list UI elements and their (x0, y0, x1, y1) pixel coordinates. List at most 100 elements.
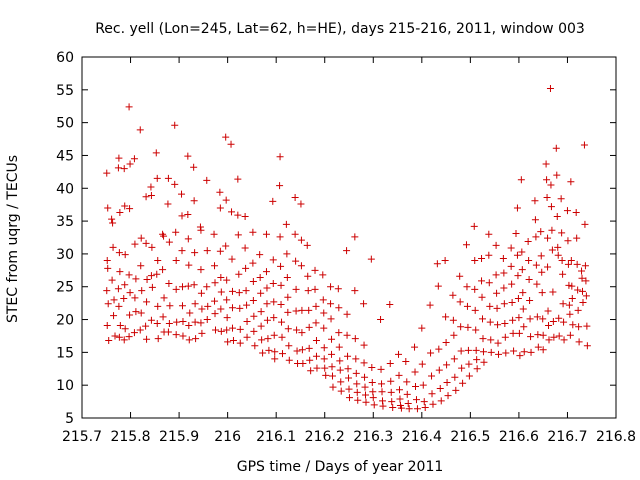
data-point (120, 336, 128, 344)
data-point (178, 247, 186, 255)
data-point (344, 352, 352, 360)
data-point (544, 307, 552, 315)
data-point (329, 383, 337, 391)
data-point (184, 235, 192, 243)
data-point (345, 385, 353, 393)
data-point (427, 349, 435, 357)
data-point (402, 358, 410, 366)
data-point (533, 280, 541, 288)
data-point (352, 369, 360, 377)
data-point (154, 302, 162, 310)
data-point (222, 133, 230, 141)
data-point (191, 249, 199, 257)
data-point (120, 165, 128, 173)
data-point (420, 398, 428, 406)
data-point (582, 277, 590, 285)
data-point (217, 288, 225, 296)
x-tick-label: 216.6 (499, 429, 539, 445)
data-point (137, 262, 145, 270)
data-point (495, 350, 503, 358)
data-point (311, 266, 319, 274)
data-point (442, 313, 450, 321)
data-point (458, 364, 466, 372)
data-point (513, 251, 521, 259)
data-point (203, 283, 211, 291)
data-point (464, 346, 472, 354)
data-point (137, 234, 145, 242)
data-point (147, 183, 155, 191)
x-tick-label: 216 (214, 429, 241, 445)
data-point (126, 289, 134, 297)
data-point (249, 259, 257, 267)
data-point (198, 305, 206, 313)
data-point (104, 264, 112, 272)
data-point (578, 274, 586, 282)
y-tick-label: 15 (56, 345, 74, 361)
data-point (337, 378, 345, 386)
data-point (277, 262, 285, 270)
data-point (222, 196, 230, 204)
data-point (249, 228, 257, 236)
data-point (553, 212, 561, 220)
data-point (337, 387, 345, 395)
data-point (441, 256, 449, 264)
data-point (579, 287, 587, 295)
data-point (480, 358, 488, 366)
data-point (479, 315, 486, 323)
data-point (368, 363, 376, 371)
data-point (297, 200, 305, 208)
y-tick-label: 35 (56, 214, 74, 230)
data-point (558, 229, 566, 237)
data-point (361, 383, 369, 391)
data-point (285, 356, 293, 364)
data-point (456, 298, 464, 306)
data-point (452, 386, 460, 394)
data-point (276, 153, 284, 161)
data-point (520, 348, 528, 356)
data-point (343, 310, 351, 318)
data-point (114, 285, 122, 293)
data-point (223, 326, 231, 334)
data-point (147, 316, 155, 324)
data-point (575, 323, 583, 331)
data-point (583, 342, 591, 350)
data-point (311, 285, 319, 293)
data-point (103, 321, 111, 329)
data-point (143, 276, 151, 284)
data-point (264, 335, 272, 343)
data-point (121, 325, 129, 333)
x-tick-label: 215.8 (110, 429, 150, 445)
data-point (235, 270, 243, 278)
data-point (197, 266, 205, 274)
data-point (249, 277, 257, 285)
data-point (327, 300, 335, 308)
data-point (559, 300, 567, 308)
data-point (234, 231, 242, 239)
data-point (456, 272, 464, 280)
data-point (514, 272, 522, 280)
data-point (154, 335, 162, 343)
data-point (336, 357, 344, 365)
data-point (421, 403, 429, 411)
data-point (291, 230, 299, 238)
data-point (142, 193, 150, 201)
data-point (377, 316, 385, 324)
data-point (451, 373, 459, 381)
data-point (258, 336, 266, 344)
data-point (263, 300, 271, 308)
data-point (502, 349, 510, 357)
data-point (574, 286, 582, 294)
data-point (555, 314, 563, 322)
data-point (465, 372, 473, 380)
data-point (434, 282, 442, 290)
data-point (345, 394, 353, 402)
data-point (351, 287, 359, 295)
y-tick-label: 50 (56, 116, 74, 132)
data-point (492, 271, 500, 279)
data-point (426, 301, 434, 309)
data-point (216, 188, 224, 196)
data-point (472, 346, 480, 354)
data-points (103, 85, 591, 413)
data-point (435, 366, 443, 374)
data-point (581, 220, 589, 228)
